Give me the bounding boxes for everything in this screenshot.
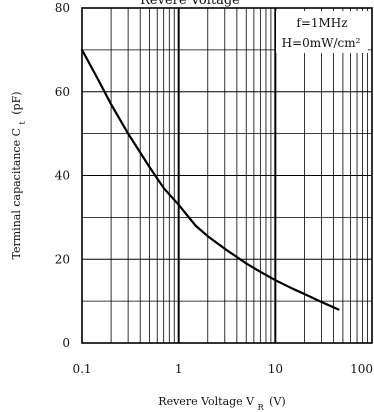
x-axis-label-subscript: R: [258, 403, 265, 412]
y-axis-label-text: Terminal capacitance C: [10, 128, 23, 260]
x-axis-label-unit: (V): [269, 395, 286, 408]
y-axis-label-subscript: t: [18, 120, 27, 124]
frequency-note: f=1MHz: [296, 16, 347, 30]
capacitance-curve: [80, 48, 340, 311]
x-tick-label: 10: [268, 362, 283, 376]
y-axis-label-unit: (pF): [10, 92, 23, 115]
y-tick-label: 0: [62, 336, 70, 350]
x-tick-label: 1: [175, 362, 183, 376]
x-axis-label: Revere Voltage V R (V): [158, 395, 285, 412]
y-tick-label: 40: [55, 169, 70, 183]
x-tick-label: 100: [350, 362, 373, 376]
chart-title: Revere Voltage: [140, 0, 240, 8]
condition-box: [276, 11, 368, 53]
x-tick-labels: 0.1 1 10 100: [72, 362, 373, 376]
major-grid: [82, 8, 372, 343]
irradiance-note: H=0mW/cm²: [282, 36, 361, 50]
y-tick-label: 80: [55, 1, 70, 15]
y-tick-label: 20: [55, 252, 70, 266]
x-axis-label-text: Revere Voltage V: [158, 395, 255, 408]
y-tick-labels: 0 20 40 60 80: [55, 1, 70, 350]
y-axis-label: Terminal capacitance C t (pF): [10, 92, 27, 260]
x-tick-label: 0.1: [72, 362, 91, 376]
plot-frame: [81, 7, 373, 344]
y-tick-label: 60: [55, 85, 70, 99]
